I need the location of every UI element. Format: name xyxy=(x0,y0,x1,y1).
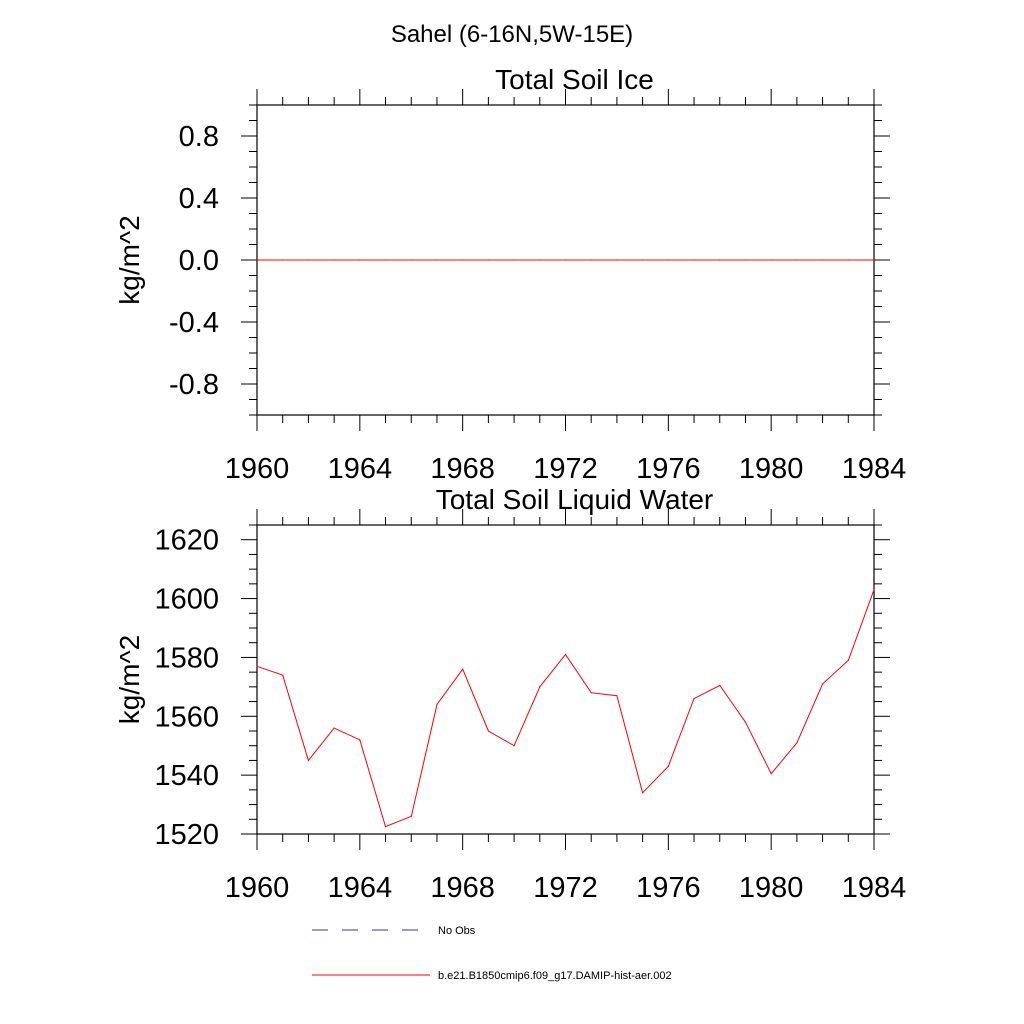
x-tick-label: 1972 xyxy=(533,872,598,904)
data-point xyxy=(796,742,798,744)
data-point xyxy=(821,259,824,261)
y-tick-label: 1600 xyxy=(154,584,219,616)
data-point xyxy=(333,727,335,729)
data-point xyxy=(487,730,489,732)
series-line xyxy=(256,589,875,828)
data-point xyxy=(359,739,361,741)
data-point xyxy=(590,259,592,261)
data-point xyxy=(770,773,772,775)
data-point xyxy=(307,759,310,762)
data-point xyxy=(873,259,875,261)
data-point xyxy=(770,259,772,261)
data-point xyxy=(796,259,798,261)
figure-title: Sahel (6-16N,5W-15E) xyxy=(391,21,633,48)
x-tick-label: 1964 xyxy=(328,872,393,904)
y-axis-label: kg/m^2 xyxy=(114,635,145,724)
y-axis-label: kg/m^2 xyxy=(114,215,145,304)
y-tick-label: -0.8 xyxy=(169,369,219,401)
chart-panels: Total Soil Ice kg/m^2 1960 1964 1968 1972 1976… xyxy=(114,64,906,904)
data-point xyxy=(719,684,721,686)
data-point xyxy=(667,765,669,767)
data-point xyxy=(539,259,541,261)
x-tick-label: 1972 xyxy=(533,453,598,485)
plot-frame xyxy=(256,524,875,835)
data-point xyxy=(333,259,335,261)
y-tick-label: 1540 xyxy=(154,760,219,792)
data-point xyxy=(282,259,284,261)
data-point xyxy=(436,703,438,706)
y-tick-label: 0.8 xyxy=(179,121,219,153)
chart-title: Total Soil Ice xyxy=(495,64,654,95)
x-tick-label: 1964 xyxy=(328,453,393,485)
y-tick-label: 1520 xyxy=(154,819,219,851)
legend: No Obs b.e21.B1850cmip6.f09_g17.DAMIP-his… xyxy=(312,925,672,982)
x-tick-label: 1976 xyxy=(636,453,701,485)
x-tick-label: 1980 xyxy=(739,453,804,485)
data-point xyxy=(693,259,695,261)
legend-entry: No Obs xyxy=(312,925,476,937)
data-point xyxy=(462,259,464,261)
chart-title: Total Soil Liquid Water xyxy=(436,484,714,515)
x-tick-label: 1984 xyxy=(842,453,907,485)
data-point xyxy=(642,792,644,794)
data-point xyxy=(744,721,747,723)
data-point xyxy=(564,653,567,656)
data-point xyxy=(539,686,541,688)
y-tick-label: 1560 xyxy=(154,701,219,733)
x-tick-label: 1980 xyxy=(739,872,804,904)
legend-entry: b.e21.B1850cmip6.f09_g17.DAMIP-hist-aer.… xyxy=(312,970,672,982)
data-point xyxy=(487,259,489,261)
x-tick-label: 1960 xyxy=(225,453,290,485)
data-point xyxy=(384,259,387,261)
x-tick-label: 1968 xyxy=(430,872,495,904)
chart-panel-2: Total Soil Liquid Water kg/m^2 1960 1964 196… xyxy=(114,484,906,904)
data-point xyxy=(693,698,695,700)
legend-label: b.e21.B1850cmip6.f09_g17.DAMIP-hist-aer.… xyxy=(438,970,672,982)
data-point xyxy=(307,259,310,261)
data-point xyxy=(564,259,567,261)
data-point xyxy=(359,259,361,261)
data-point xyxy=(513,745,515,747)
data-point xyxy=(256,259,258,261)
y-tick-label: 1620 xyxy=(154,525,219,557)
x-tick-label: 1968 xyxy=(430,453,495,485)
data-point xyxy=(616,259,618,261)
data-point xyxy=(410,815,412,817)
data-point xyxy=(282,674,284,676)
data-point xyxy=(384,826,387,828)
y-tick-label: -0.4 xyxy=(169,307,219,339)
data-point xyxy=(847,659,849,661)
data-point xyxy=(513,259,515,261)
data-point xyxy=(873,589,875,591)
data-point xyxy=(642,259,644,261)
data-point xyxy=(590,692,592,694)
data-point xyxy=(462,668,464,670)
data-point xyxy=(719,259,721,261)
data-point xyxy=(410,259,412,261)
y-tick-label: 0.0 xyxy=(179,245,219,277)
chart-panel-1: Total Soil Ice kg/m^2 1960 1964 1968 1972 1976… xyxy=(114,64,906,485)
data-point xyxy=(667,259,669,261)
data-point xyxy=(616,695,618,697)
data-point xyxy=(256,665,258,667)
x-tick-label: 1984 xyxy=(842,872,907,904)
data-point xyxy=(436,259,438,261)
data-point xyxy=(821,683,824,685)
data-point xyxy=(847,259,849,261)
legend-label: No Obs xyxy=(438,925,476,937)
data-point xyxy=(744,259,747,261)
x-tick-label: 1960 xyxy=(225,872,290,904)
x-tick-label: 1976 xyxy=(636,872,701,904)
y-tick-label: 0.4 xyxy=(179,183,219,215)
y-tick-label: 1580 xyxy=(154,642,219,674)
